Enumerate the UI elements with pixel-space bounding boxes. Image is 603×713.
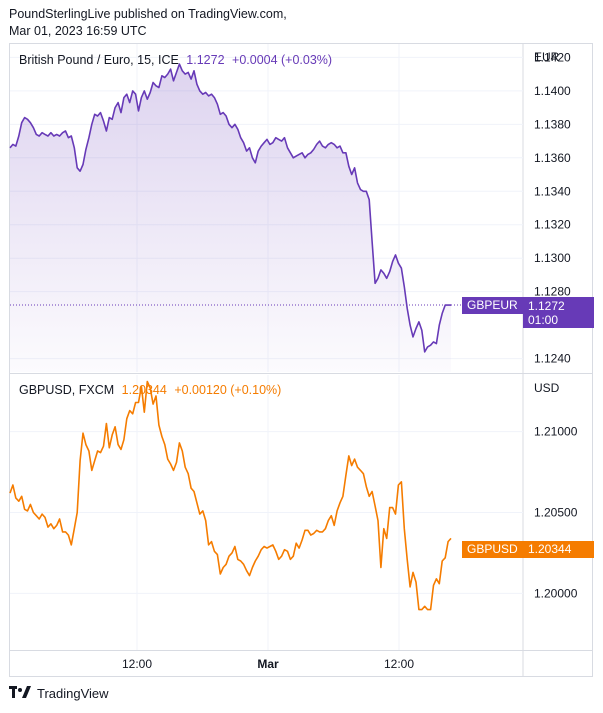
pane1-ytick-label: 1.1240 [534, 352, 571, 366]
publish-date: Mar 01, 2023 16:59 UTC [9, 24, 147, 38]
pane1-price-tag-countdown: 01:00 [528, 313, 559, 327]
tradingview-branding[interactable]: TradingView [9, 686, 109, 701]
xtick-label: 12:00 [122, 657, 152, 671]
pane1-ytick-label: 1.1360 [534, 151, 571, 165]
pane1-unit: EUR [534, 50, 560, 64]
pane1-ytick-label: 1.1420 [534, 50, 571, 64]
tradingview-logo-icon [9, 686, 31, 701]
pane2-ytick-label: 1.20000 [534, 586, 578, 600]
pane1-ytick-label: 1.1380 [534, 117, 571, 131]
pane2-last: 1.20344 [121, 383, 167, 397]
xtick-label: Mar [257, 657, 279, 671]
pane1-price-tag-value: 1.1272 [528, 299, 565, 313]
pane1-ytick-label: 1.1320 [534, 218, 571, 232]
pane1-ytick-label: 1.1280 [534, 285, 571, 299]
pane1-price-tag: 1.1272 01:00 [523, 297, 594, 328]
pane2-symbol: GBPUSD, FXCM [19, 383, 115, 397]
pane1-legend: British Pound / Euro, 15, ICE 1.1272 +0.… [19, 53, 332, 67]
chart-frame [9, 43, 593, 677]
pane2-price-tag-value: 1.20344 [523, 541, 594, 558]
pane2-legend: GBPUSD, FXCM 1.20344 +0.00120 (+0.10%) [19, 383, 281, 397]
xtick-label: 12:00 [384, 657, 414, 671]
pane2-unit: USD [534, 381, 560, 395]
pane2-change: +0.00120 (+0.10%) [174, 383, 282, 397]
pane2-ytick-label: 1.21000 [534, 425, 578, 439]
pane1-series-line [9, 63, 451, 353]
publisher-line: PoundSterlingLive published on TradingVi… [9, 7, 287, 21]
pane1-ytick-label: 1.1400 [534, 84, 571, 98]
tradingview-name: TradingView [37, 686, 109, 701]
pane1-last: 1.1272 [186, 53, 225, 67]
pane1-area-fill [10, 64, 451, 372]
pane1-ytick-label: 1.1340 [534, 184, 571, 198]
pane1-change: +0.0004 (+0.03%) [232, 53, 333, 67]
chart-header: PoundSterlingLive published on TradingVi… [9, 6, 287, 40]
pane1-ytick-label: 1.1300 [534, 251, 571, 265]
pane2-series-line [9, 380, 452, 611]
pane1-price-tag-label: GBPEUR [462, 297, 523, 314]
pane1-symbol: British Pound / Euro, 15, ICE [19, 53, 179, 67]
pane2-price-tag-label: GBPUSD [462, 541, 523, 558]
pane2-ytick-label: 1.20500 [534, 506, 578, 520]
